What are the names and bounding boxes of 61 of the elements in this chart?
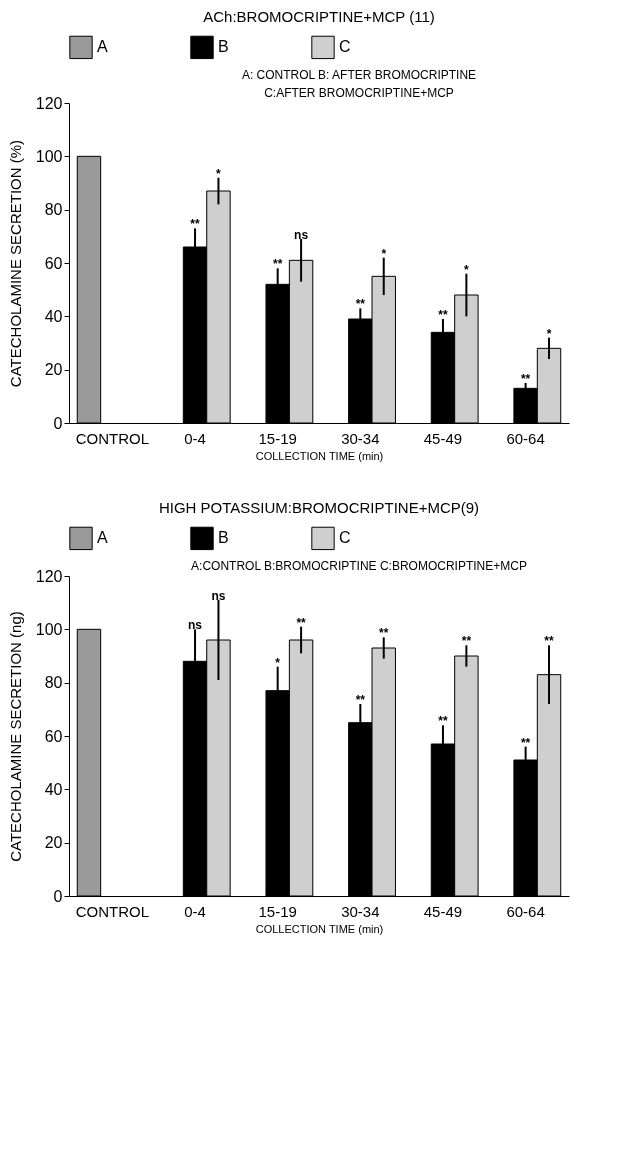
chart-title: ACh:BROMOCRIPTINE+MCP (11) <box>203 8 435 25</box>
y-tick-label: 60 <box>44 727 63 745</box>
y-tick-label: 80 <box>44 201 63 219</box>
data-label: ** <box>379 626 389 641</box>
y-axis-title: CATECHOLAMINE SECRETION (ng) <box>6 611 24 862</box>
y-tick-label: 40 <box>44 307 63 325</box>
data-label: ** <box>355 693 366 707</box>
data-label: ** <box>273 257 283 272</box>
x-tick-label: CONTROL <box>75 429 150 447</box>
data-label: ** <box>544 634 555 649</box>
legend-label: C <box>339 38 351 56</box>
chart-title: HIGH POTASSIUM:BROMOCRIPTINE+MCP(9) <box>158 499 480 516</box>
y-tick-label: 20 <box>44 834 63 852</box>
y-axis-title: CATECHOLAMINE SECRETION (%) <box>6 139 24 388</box>
legend-label: A <box>97 529 108 547</box>
y-tick-label: 0 <box>53 414 63 432</box>
data-label: * <box>464 262 470 277</box>
x-tick-label: 15-19 <box>258 902 297 920</box>
x-tick-label: 45-49 <box>423 429 463 447</box>
data-label: ** <box>296 615 307 630</box>
x-tick-label: 0-4 <box>184 429 206 447</box>
data-label: ns <box>294 228 309 242</box>
text: A: CONTROL B: AFTER BROMOCRIPTINE <box>241 68 477 82</box>
x-tick-label: CONTROL <box>75 902 150 920</box>
data-label: * <box>546 326 552 341</box>
data-label: ** <box>190 217 201 232</box>
data-label: ** <box>438 714 448 729</box>
text: A:CONTROL B:BROMOCRIPTINE C:BROMOCRIPTINE+MCP <box>191 559 527 573</box>
y-tick-label: 20 <box>44 361 63 379</box>
y-tick-label: 120 <box>35 94 63 112</box>
data-label: * <box>275 655 281 670</box>
x-tick-label: 60-64 <box>506 429 545 447</box>
x-tick-label: 45-49 <box>423 902 463 920</box>
x-tick-label: 15-19 <box>258 429 297 447</box>
x-tick-label: 30-34 <box>341 429 380 447</box>
y-tick-label: 100 <box>35 147 63 165</box>
data-label: ** <box>520 372 531 386</box>
y-tick-label: 80 <box>44 674 63 692</box>
data-label: ** <box>438 308 448 322</box>
x-axis-title: COLLECTION TIME (min) <box>255 449 384 462</box>
legend-label: B <box>218 529 229 547</box>
y-tick-label: 120 <box>35 567 63 585</box>
data-label: ns <box>188 618 203 633</box>
data-label: ** <box>520 735 531 750</box>
x-tick-label: 0-4 <box>184 902 206 920</box>
x-tick-label: 30-34 <box>341 902 380 920</box>
y-tick-label: 40 <box>44 780 63 798</box>
data-label: ** <box>355 297 366 312</box>
data-label: ns <box>211 589 226 603</box>
text: C:AFTER BROMOCRIPTINE+MCP <box>264 86 454 100</box>
y-tick-label: 100 <box>35 620 63 638</box>
x-axis-title: COLLECTION TIME (min) <box>255 922 384 935</box>
data-label: * <box>381 246 387 261</box>
legend-label: C <box>339 529 351 547</box>
data-label: * <box>216 166 222 181</box>
data-label: ** <box>461 634 472 649</box>
legend-label: B <box>218 38 229 56</box>
legend-label: A <box>97 38 108 56</box>
y-tick-label: 60 <box>44 254 63 272</box>
x-tick-label: 60-64 <box>506 902 545 920</box>
y-tick-label: 0 <box>53 887 63 905</box>
